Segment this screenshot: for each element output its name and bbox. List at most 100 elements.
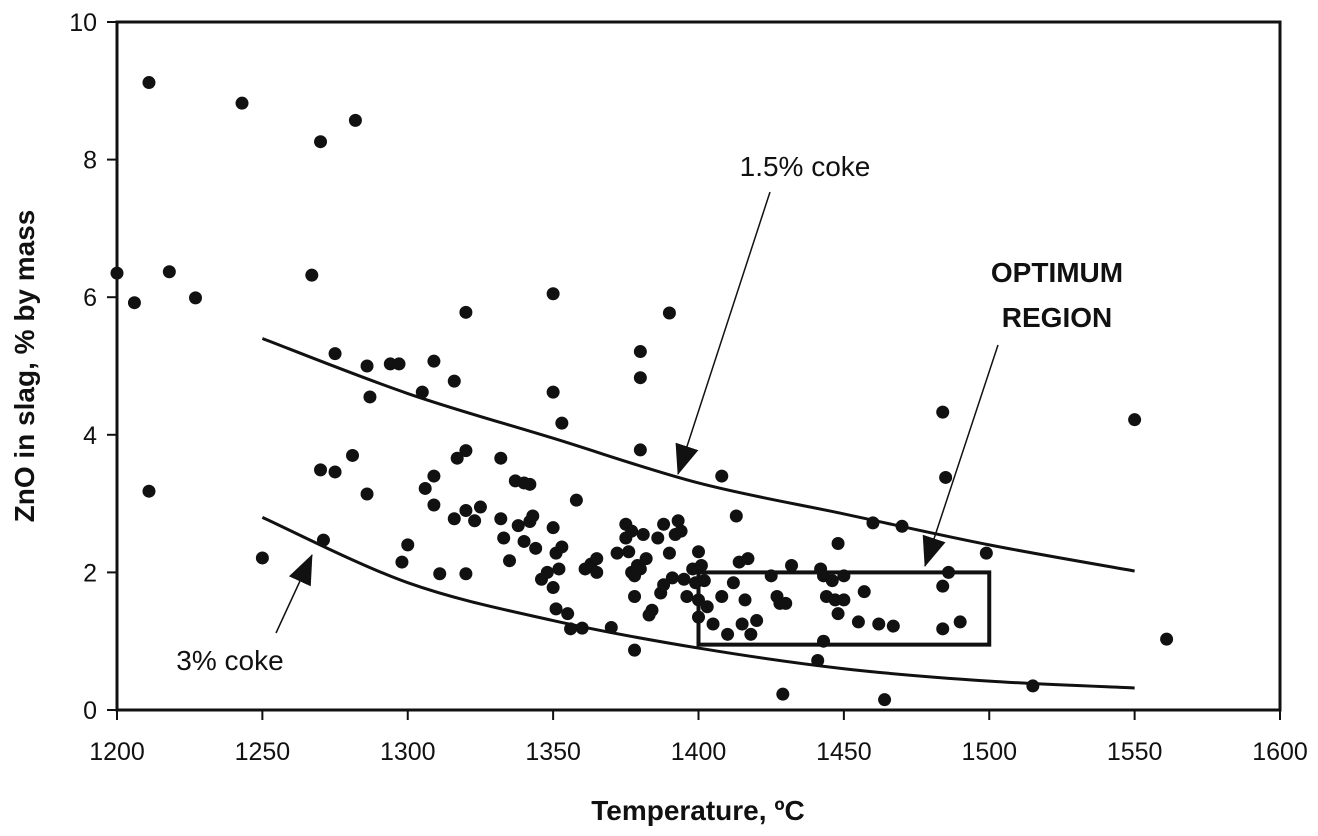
y-tick-label: 10 [69, 9, 97, 37]
x-axis-label: Temperature, ºC [591, 795, 805, 826]
point [459, 503, 473, 517]
point [305, 268, 319, 282]
point [639, 552, 653, 566]
point [936, 579, 950, 593]
annotation: OPTIMUM [991, 257, 1123, 288]
point [316, 533, 330, 547]
point [625, 524, 639, 538]
point [450, 451, 464, 465]
point [363, 390, 377, 404]
point [857, 585, 871, 599]
point [546, 287, 560, 301]
point [700, 600, 714, 614]
point [459, 305, 473, 319]
point [878, 693, 892, 707]
x-tick-label: 1500 [961, 738, 1017, 766]
point [811, 653, 825, 667]
point [715, 469, 729, 483]
curve [261, 337, 1135, 573]
point [628, 589, 642, 603]
point [503, 554, 517, 568]
point [633, 345, 647, 359]
point [633, 562, 647, 576]
point [657, 578, 671, 592]
point [764, 569, 778, 583]
point [851, 615, 865, 629]
point [360, 487, 374, 501]
point [549, 602, 563, 616]
point [1160, 632, 1174, 646]
point [523, 477, 537, 491]
point [692, 545, 705, 559]
point [721, 627, 735, 641]
y-tick-label: 4 [83, 422, 97, 450]
point [494, 512, 508, 526]
point [162, 265, 176, 279]
point [360, 359, 374, 373]
point [738, 593, 752, 607]
x-tick-label: 1600 [1252, 738, 1308, 766]
point [726, 576, 740, 590]
point [459, 444, 473, 458]
x-tick-label: 1550 [1107, 738, 1163, 766]
arrow [275, 554, 313, 634]
point [235, 96, 249, 110]
point [590, 565, 604, 579]
point [657, 517, 671, 531]
point [328, 465, 342, 479]
point [665, 571, 679, 585]
point [459, 567, 473, 581]
y-tick-label: 6 [83, 284, 97, 312]
point [127, 296, 141, 310]
point [692, 610, 705, 624]
point [590, 552, 604, 566]
point [517, 534, 531, 548]
y-tick-label: 0 [83, 697, 97, 725]
point [750, 614, 764, 628]
x-tick-label: 1400 [671, 738, 727, 766]
point [610, 546, 624, 560]
point [468, 514, 482, 528]
point [564, 622, 578, 636]
point [561, 607, 575, 621]
point [255, 551, 269, 565]
point [692, 593, 705, 607]
point [395, 555, 409, 569]
point [628, 643, 642, 657]
point [575, 621, 589, 635]
point [328, 347, 342, 361]
arrow [675, 191, 771, 475]
point [494, 451, 508, 465]
point [674, 524, 688, 538]
point [715, 589, 729, 603]
point [936, 405, 950, 419]
arrow [922, 344, 999, 567]
point [473, 500, 487, 514]
point [346, 448, 360, 462]
point [511, 519, 525, 533]
point [497, 531, 511, 545]
point [189, 291, 203, 305]
annotation: 1.5% coke [740, 151, 871, 182]
point [392, 357, 406, 371]
point [886, 619, 900, 633]
y-tick-label: 2 [83, 559, 97, 587]
point [569, 493, 583, 507]
point [662, 546, 676, 560]
point [744, 627, 758, 641]
point [776, 687, 790, 701]
point [633, 371, 647, 385]
y-tick-label: 8 [83, 147, 97, 175]
point [1128, 413, 1142, 427]
annotation: REGION [1002, 302, 1112, 333]
point [651, 531, 665, 545]
point [645, 603, 659, 617]
point [142, 76, 156, 90]
annotation: 3% coke [176, 645, 283, 676]
point [433, 567, 447, 581]
point [427, 354, 441, 368]
x-tick-label: 1250 [235, 738, 291, 766]
point [825, 574, 839, 588]
